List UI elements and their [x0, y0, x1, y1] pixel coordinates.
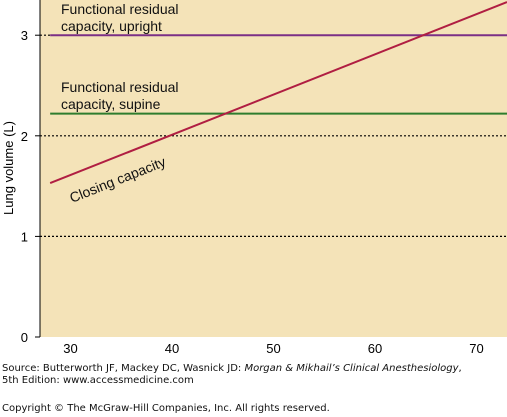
y-tick-label-2: 2 — [21, 129, 28, 144]
source-edition: 5th Edition: www.accessmedicine.com — [2, 375, 194, 386]
series-label-frc-supine: Functional residual capacity, supine — [61, 79, 179, 112]
x-tick-label-70: 70 — [469, 341, 483, 356]
x-tick-label-40: 40 — [165, 341, 179, 356]
y-tick-label-3: 3 — [21, 28, 28, 43]
x-tick-label-50: 50 — [266, 341, 280, 356]
plot-background — [40, 0, 507, 337]
source-citation: Source: Butterworth JF, Mackey DC, Wasni… — [2, 363, 502, 387]
y-axis-label: Lung volume (L) — [1, 121, 16, 215]
series-label-frc-upright: Functional residual capacity, upright — [61, 1, 179, 34]
lung-volume-chart: 0 1 2 3 30 40 50 60 70 Functional residual capaci… — [1, 0, 507, 356]
source-suffix: , — [458, 363, 462, 374]
series-line-closing-capacity — [49, 1, 507, 185]
y-tick-label-1: 1 — [21, 229, 28, 244]
source-book-title: Morgan & Mikhail’s Clinical Anesthesiolo… — [244, 363, 459, 374]
copyright-notice: Copyright © The McGraw-Hill Companies, I… — [2, 403, 330, 414]
y-tick-label-0: 0 — [21, 330, 28, 345]
x-tick-label-60: 60 — [368, 341, 382, 356]
source-prefix: Source: Butterworth JF, Mackey DC, Wasni… — [2, 363, 245, 374]
x-tick-label-30: 30 — [63, 341, 77, 356]
